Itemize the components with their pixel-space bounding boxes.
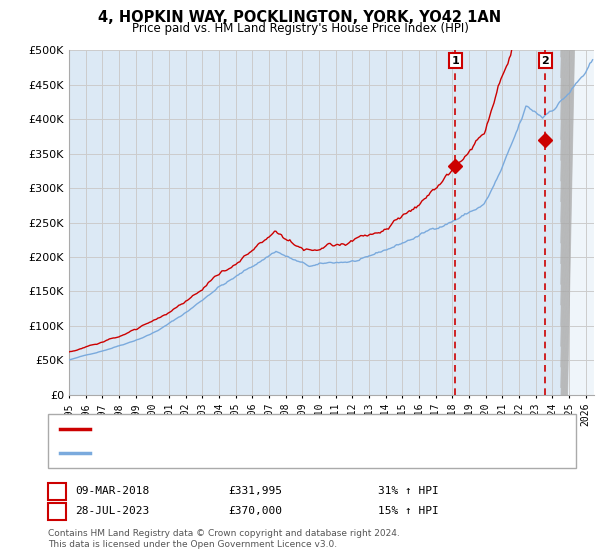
Text: 2: 2 — [541, 55, 549, 66]
Text: £370,000: £370,000 — [228, 506, 282, 516]
Text: 15% ↑ HPI: 15% ↑ HPI — [378, 506, 439, 516]
Text: 28-JUL-2023: 28-JUL-2023 — [75, 506, 149, 516]
Text: 4, HOPKIN WAY, POCKLINGTON, YORK, YO42 1AN: 4, HOPKIN WAY, POCKLINGTON, YORK, YO42 1… — [98, 10, 502, 25]
Text: Price paid vs. HM Land Registry's House Price Index (HPI): Price paid vs. HM Land Registry's House … — [131, 22, 469, 35]
Text: 09-MAR-2018: 09-MAR-2018 — [75, 486, 149, 496]
Text: Contains HM Land Registry data © Crown copyright and database right 2024.
This d: Contains HM Land Registry data © Crown c… — [48, 529, 400, 549]
Text: £331,995: £331,995 — [228, 486, 282, 496]
Text: 1: 1 — [53, 486, 61, 496]
Text: 31% ↑ HPI: 31% ↑ HPI — [378, 486, 439, 496]
Text: 1: 1 — [452, 55, 460, 66]
Text: HPI: Average price, detached house, East Riding of Yorkshire: HPI: Average price, detached house, East… — [96, 447, 412, 458]
Bar — [560, 50, 594, 395]
Text: 4, HOPKIN WAY, POCKLINGTON, YORK, YO42 1AN (detached house): 4, HOPKIN WAY, POCKLINGTON, YORK, YO42 1… — [96, 424, 444, 435]
Text: 2: 2 — [53, 506, 61, 516]
